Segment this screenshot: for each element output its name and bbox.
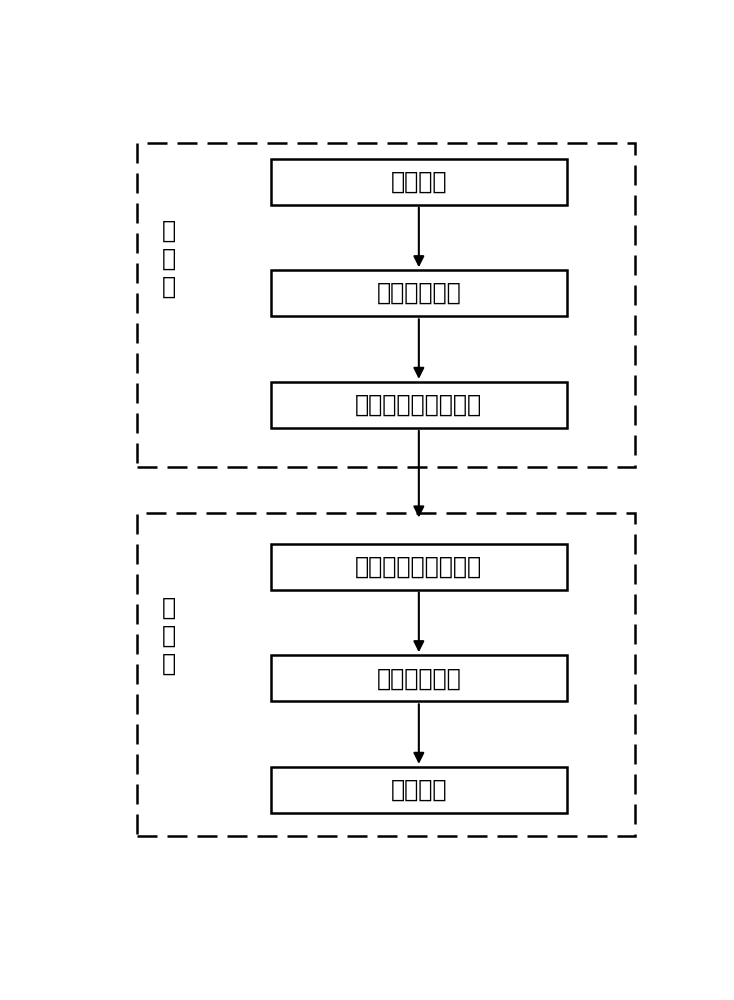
Text: 拆包组帧模块: 拆包组帧模块 <box>377 281 461 305</box>
Text: 接
收
端: 接 收 端 <box>161 596 175 676</box>
Bar <box>137 513 635 836</box>
Bar <box>271 159 567 205</box>
Text: 硬件发送缓冲区模块: 硬件发送缓冲区模块 <box>355 393 482 417</box>
Bar <box>271 382 567 428</box>
Text: 发
送
端: 发 送 端 <box>161 219 175 298</box>
Bar <box>271 767 567 813</box>
Text: 硬件接收缓冲区模块: 硬件接收缓冲区模块 <box>355 555 482 579</box>
Text: 拆帧组包模块: 拆帧组包模块 <box>377 666 461 690</box>
Bar <box>137 143 635 466</box>
Bar <box>271 655 567 701</box>
Text: 虚拟网卡: 虚拟网卡 <box>390 778 447 802</box>
Bar <box>271 544 567 590</box>
Bar <box>271 270 567 316</box>
Text: 虚拟网卡: 虚拟网卡 <box>390 170 447 194</box>
